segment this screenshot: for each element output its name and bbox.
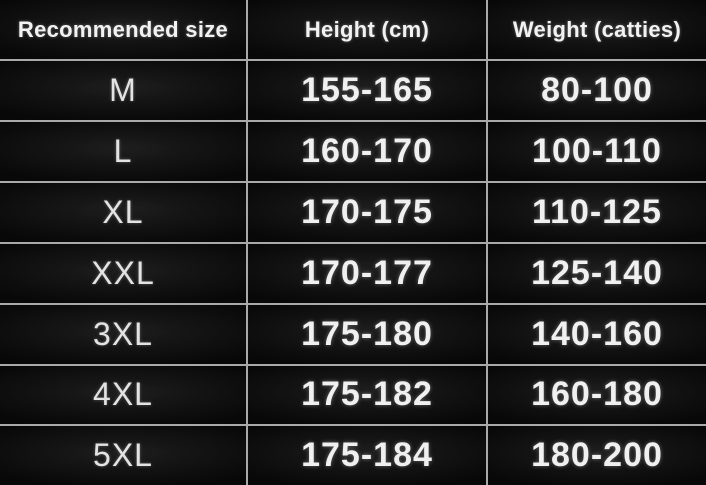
height-cell: 170-177 bbox=[246, 241, 488, 305]
height-cell: 160-170 bbox=[246, 119, 488, 183]
column-header-recommended-size: Recommended size bbox=[0, 0, 248, 61]
size-cell: XXL bbox=[0, 241, 248, 305]
size-cell: XL bbox=[0, 180, 248, 244]
table-row: XL 170-175 110-125 bbox=[0, 180, 706, 244]
weight-cell: 100-110 bbox=[486, 119, 706, 183]
height-cell: 155-165 bbox=[246, 59, 488, 122]
table-row: 3XL 175-180 140-160 bbox=[0, 302, 706, 366]
table-row: M 155-165 80-100 bbox=[0, 59, 706, 122]
size-cell: 4XL bbox=[0, 363, 248, 427]
weight-cell: 160-180 bbox=[486, 363, 706, 427]
size-cell: 5XL bbox=[0, 424, 248, 485]
height-cell: 175-180 bbox=[246, 302, 488, 366]
table-row: XXL 170-177 125-140 bbox=[0, 241, 706, 305]
header-row: Recommended size Height (cm) Weight (cat… bbox=[0, 0, 706, 61]
table-row: 4XL 175-182 160-180 bbox=[0, 363, 706, 427]
weight-cell: 110-125 bbox=[486, 180, 706, 244]
table-row: L 160-170 100-110 bbox=[0, 119, 706, 183]
weight-cell: 180-200 bbox=[486, 424, 706, 485]
weight-cell: 140-160 bbox=[486, 302, 706, 366]
height-cell: 175-184 bbox=[246, 424, 488, 485]
size-table-body: M 155-165 80-100 L 160-170 100-110 XL 170-175 11… bbox=[0, 59, 706, 485]
column-header-height: Height (cm) bbox=[246, 0, 488, 61]
height-cell: 170-175 bbox=[246, 180, 488, 244]
size-cell: M bbox=[0, 59, 248, 122]
column-header-weight: Weight (catties) bbox=[486, 0, 706, 61]
size-cell: L bbox=[0, 119, 248, 183]
weight-cell: 125-140 bbox=[486, 241, 706, 305]
table-row: 5XL 175-184 180-200 bbox=[0, 424, 706, 485]
size-cell: 3XL bbox=[0, 302, 248, 366]
height-cell: 175-182 bbox=[246, 363, 488, 427]
weight-cell: 80-100 bbox=[486, 59, 706, 122]
